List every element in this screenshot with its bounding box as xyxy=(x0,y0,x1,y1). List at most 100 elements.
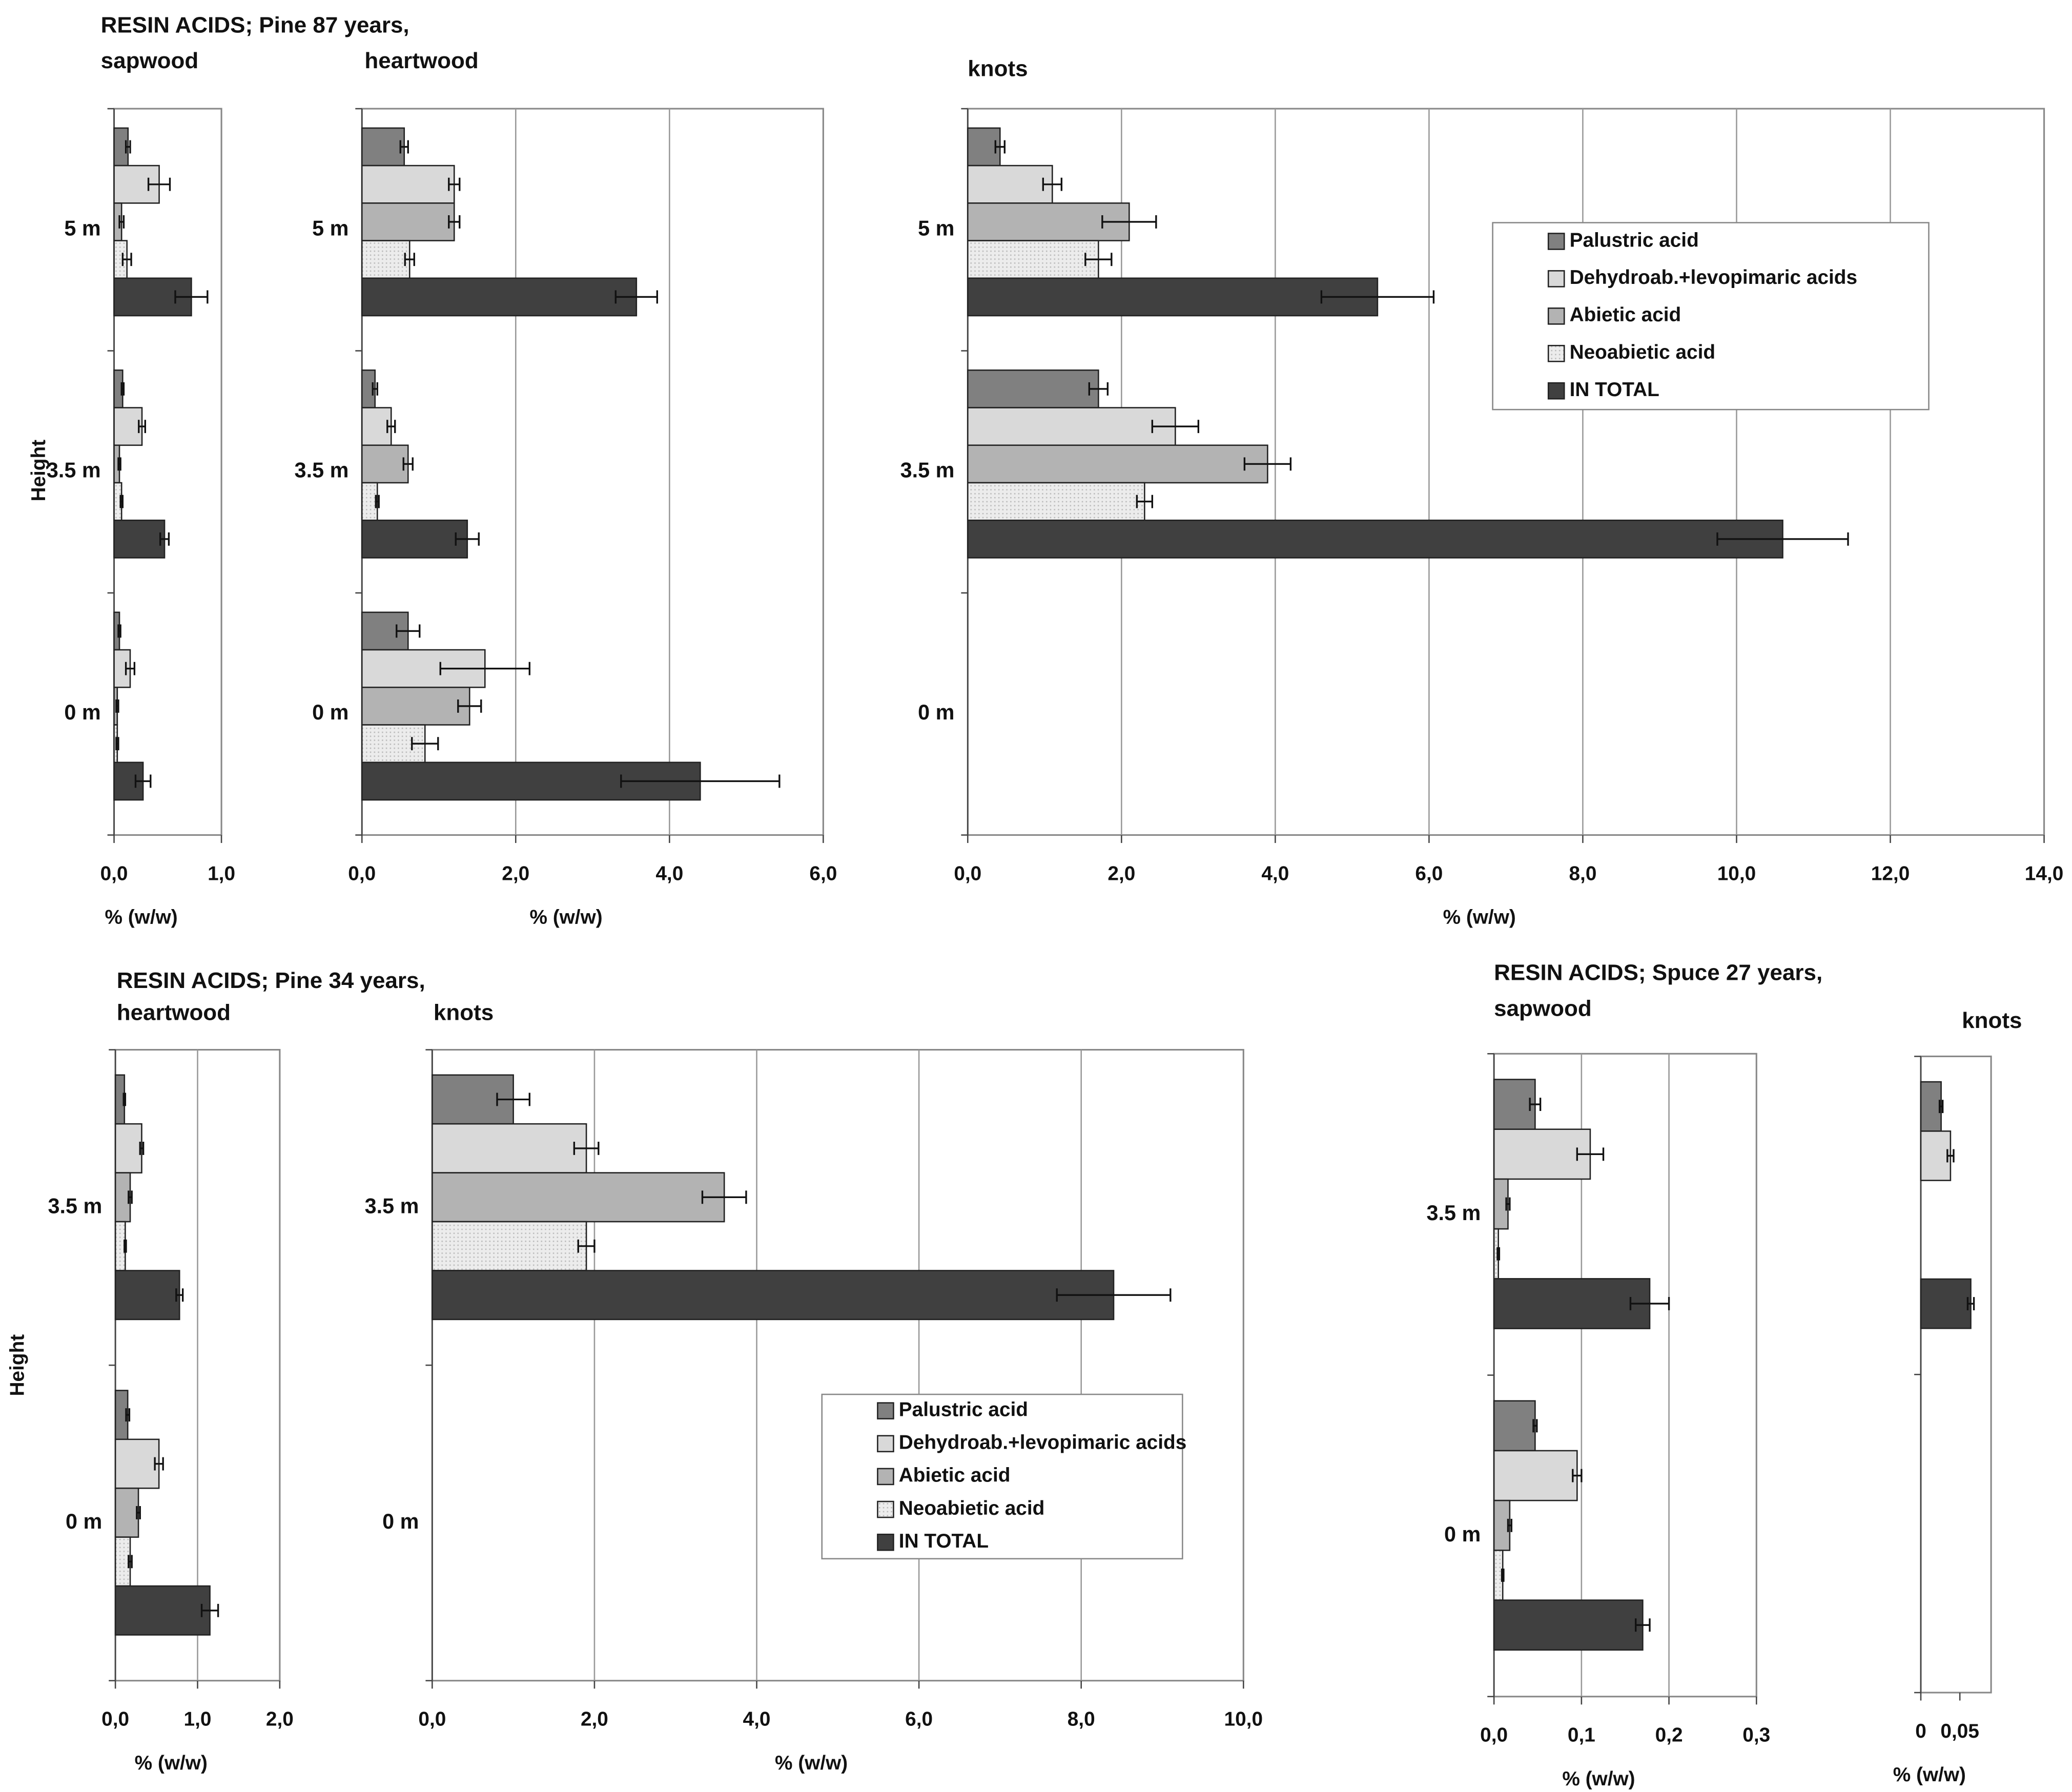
y-tick-label: 0 m xyxy=(1444,1522,1481,1546)
y-tick-label: 3.5 m xyxy=(1426,1201,1481,1225)
legend-swatch xyxy=(1547,345,1565,362)
x-tick-label: 0,0 xyxy=(954,862,981,884)
error-bar xyxy=(372,382,378,396)
legend-label: Palustric acid xyxy=(899,1398,1028,1420)
error-bar xyxy=(1496,1247,1501,1261)
bar xyxy=(361,202,455,241)
bar xyxy=(361,164,455,204)
x-axis-label: % (w/w) xyxy=(105,907,177,929)
error-bar xyxy=(1572,1469,1583,1482)
group-title: RESIN ACIDS; Spuce 27 years, xyxy=(1494,960,1822,985)
bar xyxy=(1493,1599,1644,1651)
error-bar xyxy=(117,457,121,471)
bar xyxy=(967,520,1783,559)
error-bar xyxy=(138,420,147,434)
bar xyxy=(113,520,166,559)
error-bar xyxy=(1966,1297,1975,1311)
x-tick-label: 4,0 xyxy=(1261,862,1289,884)
panel-title: sapwood xyxy=(1494,996,1592,1021)
group-title: RESIN ACIDS; Pine 87 years, xyxy=(101,12,409,37)
bar xyxy=(114,1270,180,1321)
legend-label: Palustric acid xyxy=(1570,229,1699,251)
error-bar xyxy=(614,290,659,304)
x-tick-label: 2,0 xyxy=(502,862,529,884)
x-tick-label: 6,0 xyxy=(905,1708,933,1731)
bar xyxy=(967,482,1145,521)
legend-swatch xyxy=(1547,270,1565,287)
error-bar xyxy=(134,774,152,788)
legend-swatch xyxy=(1547,382,1565,400)
bar xyxy=(1493,1450,1578,1501)
bar xyxy=(361,240,411,279)
legend-label: Neoabietic acid xyxy=(899,1497,1045,1519)
error-bar xyxy=(455,532,480,546)
error-bar xyxy=(136,1506,141,1519)
y-axis-label: Height xyxy=(7,1334,29,1396)
error-bar xyxy=(1938,1100,1944,1114)
bar xyxy=(1493,1079,1536,1130)
x-tick-label: 0,0 xyxy=(100,862,128,884)
error-bar xyxy=(115,699,119,713)
error-bar xyxy=(1635,1618,1651,1632)
error-bar xyxy=(701,1190,747,1204)
legend-label: Abietic acid xyxy=(899,1465,1011,1487)
x-axis-label: % (w/w) xyxy=(135,1752,208,1774)
bar xyxy=(1920,1081,1942,1132)
bar xyxy=(967,407,1176,446)
x-tick-label: 10,0 xyxy=(1224,1708,1263,1731)
error-bar xyxy=(620,774,781,788)
error-bar xyxy=(1042,177,1062,191)
bar xyxy=(1920,1130,1952,1181)
error-bar xyxy=(1629,1297,1670,1310)
x-tick-label: 14,0 xyxy=(2025,862,2063,884)
y-tick-label: 0 m xyxy=(64,701,100,724)
x-tick-label: 10,0 xyxy=(1717,862,1756,884)
error-bar xyxy=(1946,1149,1955,1163)
y-tick-label: 3.5 m xyxy=(47,459,101,482)
error-bar xyxy=(128,1555,133,1569)
error-bar xyxy=(154,1457,164,1471)
bar xyxy=(361,444,409,484)
legend-label: Dehydroab.+levopimaric acids xyxy=(899,1432,1186,1454)
x-tick-label: 0,1 xyxy=(1568,1724,1595,1746)
x-tick-label: 0,0 xyxy=(1480,1724,1508,1746)
error-bar xyxy=(402,457,414,471)
error-bar xyxy=(120,382,125,396)
bar xyxy=(1493,1128,1591,1180)
bar xyxy=(1493,1499,1511,1551)
error-bar xyxy=(439,662,530,675)
plot-frame xyxy=(113,108,222,836)
bar xyxy=(1493,1400,1536,1452)
bar xyxy=(967,444,1268,484)
error-bar xyxy=(125,140,131,154)
error-bar xyxy=(159,532,170,546)
x-tick-label: 0,0 xyxy=(101,1708,129,1731)
x-tick-label: 0,2 xyxy=(1655,1724,1683,1746)
error-bar xyxy=(147,177,171,191)
legend-label: IN TOTAL xyxy=(899,1530,989,1552)
error-bar xyxy=(125,662,136,675)
error-bar xyxy=(448,215,461,229)
error-bar xyxy=(573,1141,600,1155)
legend-label: Abietic acid xyxy=(1570,304,1681,326)
x-tick-label: 0,05 xyxy=(1940,1720,1979,1742)
x-axis-label: % (w/w) xyxy=(1562,1768,1635,1790)
error-bar xyxy=(1505,1197,1511,1211)
x-tick-label: 0,0 xyxy=(418,1708,446,1731)
bar xyxy=(114,1123,142,1173)
x-tick-label: 0,0 xyxy=(348,862,376,884)
error-bar xyxy=(1084,253,1113,266)
legend-label: IN TOTAL xyxy=(1570,379,1659,401)
bar xyxy=(967,240,1099,279)
panel-title: knots xyxy=(1962,1008,2022,1033)
error-bar xyxy=(577,1239,596,1253)
x-tick-label: 2,0 xyxy=(1107,862,1135,884)
x-tick-label: 8,0 xyxy=(1068,1708,1095,1731)
y-tick-label: 3.5 m xyxy=(900,459,955,482)
error-bar xyxy=(125,1408,131,1422)
error-bar xyxy=(1716,532,1849,546)
x-tick-label: 1,0 xyxy=(184,1708,212,1731)
bar xyxy=(967,369,1099,408)
bar xyxy=(361,687,470,726)
y-tick-label: 3.5 m xyxy=(295,459,349,482)
